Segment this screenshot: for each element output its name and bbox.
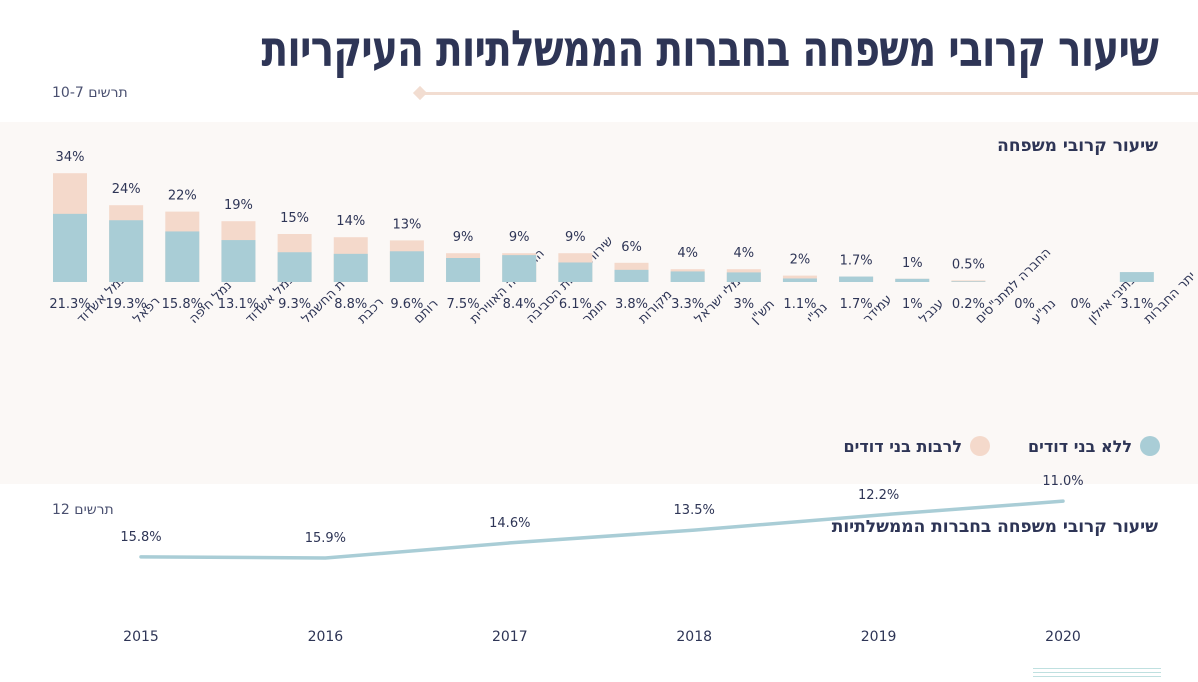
bar-total-label: 19% — [224, 198, 253, 213]
line-value-label: 15.9% — [305, 531, 346, 546]
bar-base-label: 9.6% — [390, 297, 423, 312]
footer-line-3 — [1033, 676, 1161, 677]
bar-without-relatives — [333, 253, 368, 282]
main-title: שיעור קרובי משפחה בחברות הממשלתיות העיקר… — [261, 20, 1158, 78]
bar-without-relatives — [53, 213, 87, 282]
bar-total-label: 24% — [112, 182, 141, 197]
line-value-label: 15.8% — [120, 530, 161, 545]
legend-label-without: ללא בני דודים — [1027, 436, 1132, 456]
bar-base-label: 3.8% — [615, 297, 648, 312]
bar-total-label: 14% — [336, 214, 365, 229]
bar-total-label: 9% — [509, 230, 530, 245]
line-value-label: 12.2% — [858, 488, 899, 503]
bar-without-relatives — [782, 278, 817, 282]
bar-total-label: 2% — [790, 253, 811, 268]
legend-swatch-without — [1140, 436, 1160, 456]
bar-base-label: 1.1% — [783, 297, 816, 312]
year-tick-label: 2015 — [123, 629, 159, 645]
bar-base-label: 0% — [1014, 297, 1035, 312]
bar-base-label: 13.1% — [218, 297, 259, 312]
figure-note-top: תרשים 10-7 — [52, 85, 128, 101]
bar-chart-panel — [0, 122, 1198, 484]
bar-base-label: 3% — [733, 297, 754, 312]
bar-total-label: 0.5% — [952, 257, 985, 272]
bar-total-label: 9% — [565, 230, 586, 245]
bar-total-label: 9% — [453, 230, 474, 245]
footer-line-2 — [1033, 672, 1161, 673]
bar-without-relatives — [1119, 272, 1154, 282]
bar-total-label: 15% — [280, 211, 309, 226]
bar-base-label: 1.7% — [840, 297, 873, 312]
bar-base-label: 15.8% — [162, 297, 203, 312]
year-tick-label: 2016 — [308, 629, 344, 645]
bar-base-label: 21.3% — [49, 297, 90, 312]
bar-without-relatives — [614, 269, 649, 282]
bar-base-label: 8.4% — [503, 297, 536, 312]
bar-total-label: 1% — [902, 256, 923, 271]
bar-chart-title: שיעור קרובי משפחה — [997, 136, 1158, 156]
bar-without-relatives — [670, 271, 705, 282]
legend-swatch-with — [970, 436, 990, 456]
bar-without-relatives — [839, 276, 874, 282]
bar-total-label: 4% — [677, 246, 698, 261]
bar-without-relatives — [726, 272, 761, 282]
bar-total-label: 1.7% — [840, 254, 873, 269]
bar-base-label: 19.3% — [105, 297, 146, 312]
bar-without-relatives — [109, 220, 144, 282]
bar-base-label: 8.8% — [334, 297, 367, 312]
bar-without-relatives — [165, 231, 200, 282]
footer-line-1 — [1033, 668, 1161, 669]
bar-base-label: 3.1% — [1120, 297, 1153, 312]
legend-item-with: לרבות בני דודים — [843, 436, 990, 456]
bar-total-label: 6% — [621, 240, 642, 255]
line-value-label: 13.5% — [674, 503, 715, 518]
bar-without-relatives — [502, 255, 537, 282]
bar-without-relatives — [895, 278, 930, 282]
bar-without-relatives — [951, 281, 986, 282]
bar-total-label: 13% — [392, 217, 421, 232]
bar-without-relatives — [558, 262, 593, 282]
legend-label-with: לרבות בני דודים — [843, 436, 962, 456]
title-underline — [420, 92, 1198, 95]
year-tick-label: 2019 — [861, 629, 897, 645]
bar-total-label: 22% — [168, 189, 197, 204]
bar-without-relatives — [277, 252, 312, 282]
line-value-label: 11.0% — [1042, 474, 1083, 489]
year-tick-label: 2020 — [1045, 629, 1081, 645]
line-chart-title: שיעור קרובי משפחה בחברות הממשלתיות — [831, 517, 1158, 537]
trend-line — [139, 499, 1065, 560]
year-tick-label: 2018 — [676, 629, 712, 645]
year-tick-label: 2017 — [492, 629, 528, 645]
bar-without-relatives — [446, 258, 481, 282]
bar-base-label: 0% — [1070, 297, 1091, 312]
bar-with-relatives — [951, 280, 986, 282]
bar-without-relatives — [221, 240, 256, 282]
line-value-label: 14.6% — [489, 516, 530, 531]
bar-base-label: 1% — [902, 297, 923, 312]
bar-base-label: 7.5% — [447, 297, 480, 312]
bar-base-label: 3.3% — [671, 297, 704, 312]
bar-total-label: 34% — [56, 150, 85, 165]
bar-base-label: 9.3% — [278, 297, 311, 312]
bar-without-relatives — [389, 251, 424, 282]
bar-base-label: 0.2% — [952, 297, 985, 312]
figure-note-bottom: תרשים 12 — [52, 502, 114, 518]
legend-item-without: ללא בני דודים — [1028, 436, 1160, 456]
bar-total-label: 4% — [733, 246, 754, 261]
bar-base-label: 6.1% — [559, 297, 592, 312]
